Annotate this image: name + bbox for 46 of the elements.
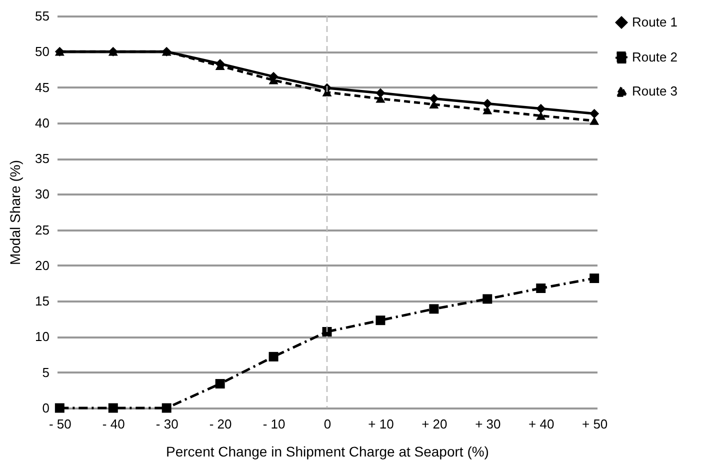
y-tick-label: 50 [35,44,50,60]
point [536,112,546,120]
legend-label: Route 2 [632,50,678,64]
point [482,294,492,304]
point [536,104,546,114]
y-tick-label: 10 [35,329,50,344]
y-tick-label: 55 [35,8,50,24]
point [268,352,278,362]
point [215,379,225,389]
y-tick-label: 40 [35,115,50,130]
x-axis-title: Percent Change in Shipment Charge at Seaport (%) [166,444,489,460]
y-tick-label: 35 [35,151,50,166]
y-tick-label: 30 [35,186,50,202]
point [429,304,439,314]
point [162,403,172,413]
point [590,108,600,118]
x-tick-label: - 20 [209,416,232,432]
y-tick-label: 0 [42,400,50,416]
point [376,88,386,98]
x-tick-label: + 50 [582,416,608,432]
x-tick-label: - 10 [262,416,286,432]
x-tick-label: + 10 [368,416,394,432]
y-axis-title: Modal Share (%) [7,160,24,266]
point [590,116,600,125]
point [376,316,386,326]
y-tick-label: 45 [35,80,50,95]
x-tick-label: - 50 [48,416,72,432]
legend-label: Route 1 [632,14,678,30]
x-tick-label: - 30 [156,416,178,432]
point [590,274,600,284]
y-tick-label: 20 [35,258,50,273]
point [482,106,492,114]
y-tick-label: 25 [35,222,50,238]
x-tick-label: + 30 [475,416,501,432]
x-tick-label: - 40 [102,416,125,432]
point [429,94,439,104]
x-tick-label: 0 [324,416,332,432]
point [482,98,492,108]
legend-label: Route 3 [632,84,678,98]
y-tick-label: 15 [35,294,50,309]
point [108,403,118,413]
point [536,284,546,294]
y-tick-label: 5 [42,364,50,380]
point [54,403,64,413]
x-tick-label: + 20 [422,416,448,432]
x-tick-label: + 40 [528,416,554,432]
